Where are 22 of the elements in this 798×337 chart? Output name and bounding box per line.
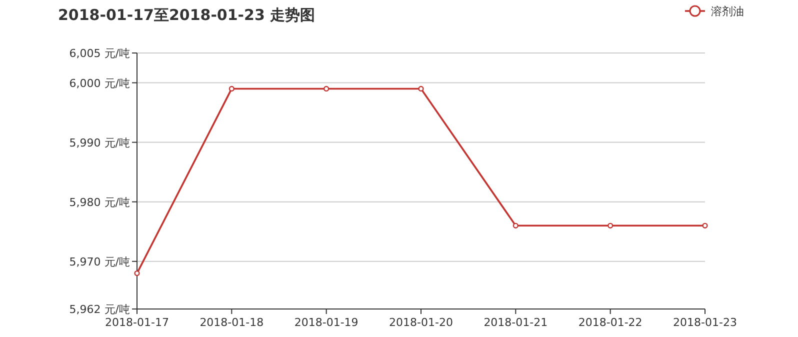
point (324, 86, 330, 92)
y-tick-label: 5,970 元/吨 (69, 255, 130, 268)
point (134, 270, 140, 276)
point (418, 86, 424, 92)
point (512, 222, 518, 228)
point (608, 222, 614, 228)
y-tick-label: 5,990 元/吨 (69, 136, 130, 150)
y-tick-label: 5,980 元/吨 (69, 196, 130, 209)
legend-label: 溶剂油 (711, 5, 744, 18)
point (702, 222, 708, 228)
x-tick-label: 2018-01-20 (389, 316, 453, 329)
y-tick-label: 6,000 元/吨 (69, 76, 130, 90)
x-tick-label: 2018-01-19 (294, 316, 358, 329)
x-tick-label: 2018-01-17 (105, 316, 169, 329)
chart-title: 2018-01-17至2018-01-23 走势图 (58, 6, 316, 24)
x-tick-label: 2018-01-23 (673, 316, 737, 329)
x-tick-label: 2018-01-22 (578, 316, 642, 329)
x-tick-label: 2018-01-21 (484, 316, 548, 329)
y-tick-label: 5,962 元/吨 (69, 303, 130, 316)
point (228, 86, 234, 92)
y-tick-label: 6,005 元/吨 (69, 47, 130, 60)
x-tick-label: 2018-01-18 (200, 316, 264, 329)
